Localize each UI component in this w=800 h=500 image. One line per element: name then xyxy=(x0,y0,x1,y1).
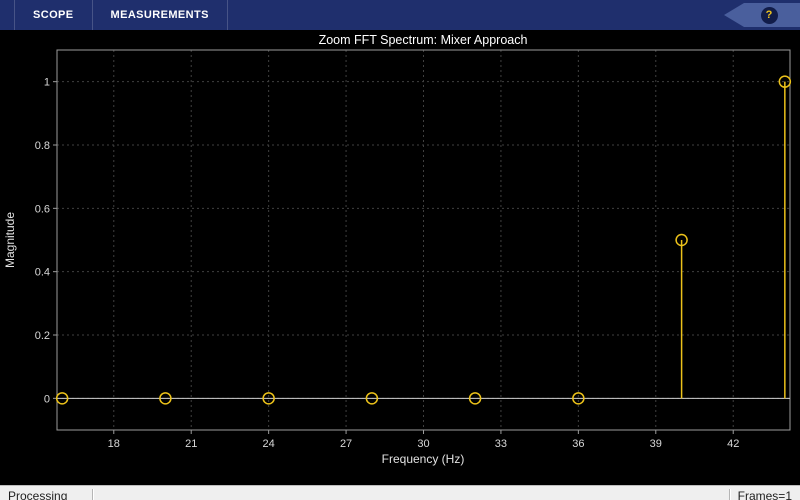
help-button[interactable]: ? xyxy=(724,3,800,27)
y-tick-label: 0 xyxy=(44,393,50,405)
x-tick-label: 21 xyxy=(185,438,197,450)
stem-marker xyxy=(468,392,482,405)
stem-marker xyxy=(55,392,69,405)
spectrum-canvas[interactable]: Zoom FFT Spectrum: Mixer Approach Freque… xyxy=(0,30,800,480)
x-tick-label: 39 xyxy=(650,438,662,450)
stem-marker xyxy=(675,233,688,247)
status-divider xyxy=(728,489,730,500)
plot-area: Zoom FFT Spectrum: Mixer Approach Freque… xyxy=(0,30,800,485)
y-axis-label: Magnitude xyxy=(3,212,17,268)
toolstrip: SCOPE MEASUREMENTS ? xyxy=(0,0,800,30)
frames-indicator: Frames=1 xyxy=(737,489,792,500)
status-text: Processing xyxy=(8,489,68,500)
x-tick-label: 42 xyxy=(727,438,739,450)
y-tick-label: 0.2 xyxy=(35,330,50,342)
help-icon: ? xyxy=(760,6,778,24)
x-tick-label: 27 xyxy=(340,438,352,450)
y-tick-label: 0.8 xyxy=(35,140,50,152)
stem-marker xyxy=(262,392,275,405)
x-tick-label: 33 xyxy=(495,438,507,450)
x-tick-label: 24 xyxy=(263,438,275,450)
y-tick-label: 1 xyxy=(44,77,50,89)
tab-scope[interactable]: SCOPE xyxy=(14,0,93,30)
stem-marker xyxy=(365,392,379,405)
plot-title: Zoom FFT Spectrum: Mixer Approach xyxy=(319,33,528,47)
y-tick-label: 0.6 xyxy=(35,203,50,215)
y-tick-label: 0.4 xyxy=(35,267,50,279)
x-tick-label: 36 xyxy=(572,438,584,450)
x-tick-label: 30 xyxy=(417,438,429,450)
stem-marker xyxy=(778,75,792,88)
x-axis-label: Frequency (Hz) xyxy=(382,452,465,466)
x-tick-label: 18 xyxy=(108,438,120,450)
tab-measurements[interactable]: MEASUREMENTS xyxy=(93,0,228,30)
status-bar: Processing Frames=1 xyxy=(0,485,800,500)
stem-marker xyxy=(572,392,585,405)
stem-marker xyxy=(159,392,172,405)
status-divider xyxy=(92,489,93,500)
